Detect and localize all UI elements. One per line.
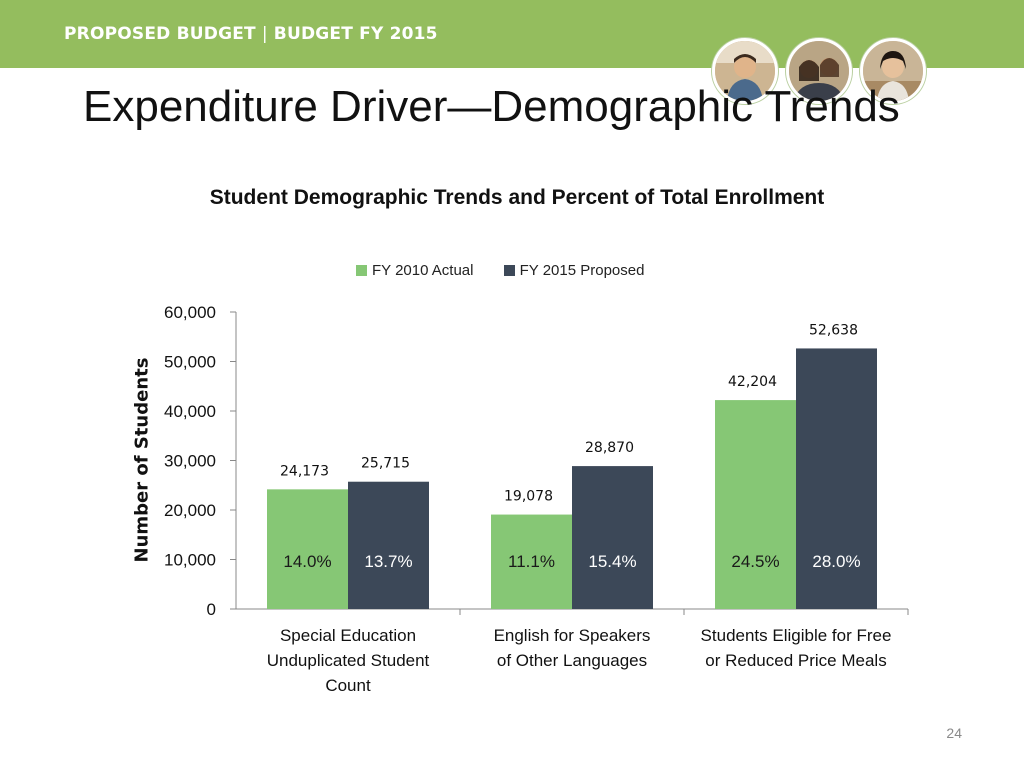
- student-photo-1: [712, 38, 778, 104]
- bar-percent-label: 13.7%: [364, 552, 412, 571]
- chart-title: Student Demographic Trends and Percent o…: [209, 186, 825, 209]
- x-category-label: Special Education: [280, 626, 416, 645]
- bar-value-label: 19,078: [504, 489, 553, 505]
- page-number: 24: [946, 725, 962, 741]
- legend-item-fy2010: FY 2010 Actual: [356, 262, 473, 279]
- student-photo-2: [786, 38, 852, 104]
- legend-label-fy2015: FY 2015 Proposed: [519, 262, 645, 279]
- bar: [267, 489, 348, 609]
- bar: [491, 514, 572, 609]
- y-tick-label: 0: [207, 600, 216, 619]
- bar: [715, 400, 796, 609]
- bar-percent-label: 15.4%: [588, 552, 636, 571]
- banner-title-left: PROPOSED BUDGET: [64, 24, 256, 44]
- bar-percent-label: 14.0%: [283, 552, 331, 571]
- x-category-label: English for Speakers: [494, 626, 651, 645]
- bar-value-label: 42,204: [728, 374, 777, 390]
- x-category-label: Count: [325, 676, 371, 695]
- legend-swatch-fy2015: [503, 265, 515, 276]
- legend-swatch-fy2010: [356, 265, 367, 276]
- bar-value-label: 52,638: [809, 322, 858, 338]
- x-category-label: or Reduced Price Meals: [705, 651, 886, 670]
- slide-title: Expenditure Driver—Demographic Trends: [83, 82, 900, 131]
- x-category-label: Students Eligible for Free: [701, 626, 892, 645]
- banner-title: PROPOSED BUDGET | BUDGET FY 2015: [64, 24, 438, 44]
- bar-percent-label: 28.0%: [812, 552, 860, 571]
- bar: [348, 481, 429, 609]
- bar-value-label: 28,870: [585, 440, 634, 456]
- y-tick-label: 10,000: [164, 551, 216, 570]
- x-category-label: of Other Languages: [497, 651, 647, 670]
- legend-item-fy2015: FY 2015 Proposed: [503, 262, 645, 279]
- header-banner: PROPOSED BUDGET | BUDGET FY 2015: [0, 0, 1024, 68]
- y-tick-label: 50,000: [164, 353, 216, 372]
- x-category-label: Unduplicated Student: [267, 651, 430, 670]
- bar: [796, 348, 877, 609]
- bar: [572, 466, 653, 609]
- y-tick-label: 40,000: [164, 402, 216, 421]
- bar-value-label: 25,715: [361, 456, 410, 472]
- student-photo-3: [860, 38, 926, 104]
- chart-legend: FY 2010 Actual FY 2015 Proposed: [356, 262, 670, 282]
- bar-value-label: 24,173: [280, 463, 329, 479]
- legend-label-fy2010: FY 2010 Actual: [372, 262, 474, 279]
- y-tick-label: 20,000: [164, 501, 216, 520]
- y-tick-label: 60,000: [164, 303, 216, 322]
- bar-percent-label: 24.5%: [731, 552, 779, 571]
- banner-separator: |: [261, 24, 268, 44]
- bar-percent-label: 11.1%: [508, 552, 555, 571]
- y-tick-label: 30,000: [164, 452, 216, 471]
- banner-title-right: BUDGET FY 2015: [273, 24, 438, 44]
